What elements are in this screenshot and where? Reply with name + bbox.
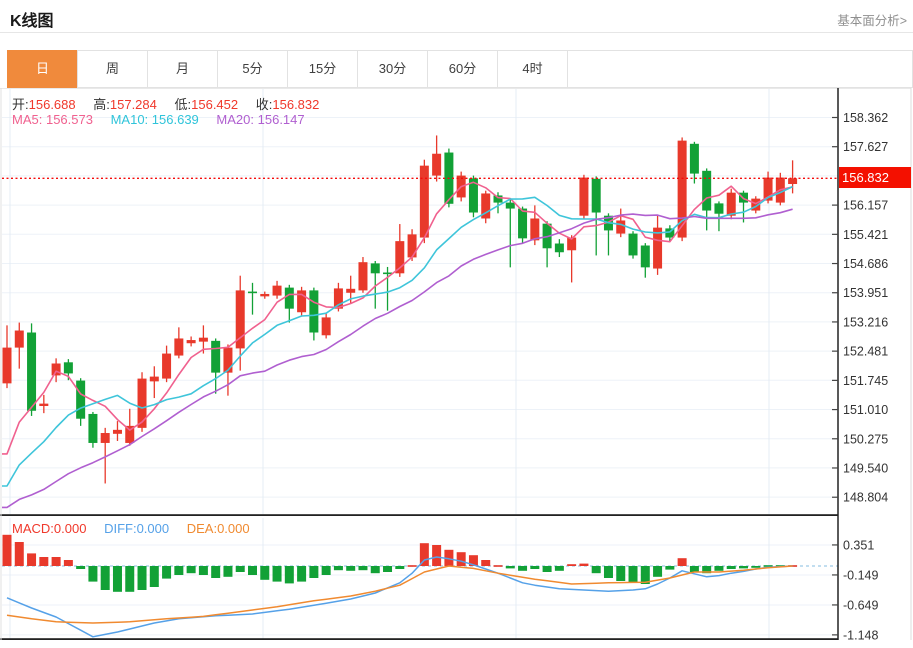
- main-grid-layer: [0, 88, 911, 514]
- svg-text:150.275: 150.275: [843, 432, 888, 446]
- diff-line: [6, 556, 793, 638]
- tab-month[interactable]: 月: [147, 50, 218, 88]
- low-value: 156.452: [191, 97, 239, 112]
- ma10-line: [2, 185, 793, 487]
- fundamental-analysis-link[interactable]: 基本面分析>: [837, 14, 907, 28]
- macd-y-axis: 0.351 -0.149 -0.649 -1.148: [0, 516, 912, 642]
- tab-30min[interactable]: 30分: [357, 50, 428, 88]
- period-tabbar: 日 周 月 5分 15分 30分 60分 4时: [7, 50, 913, 88]
- tab-60min[interactable]: 60分: [427, 50, 498, 88]
- close-value: 156.832: [272, 97, 320, 112]
- macd-histogram: [2, 534, 798, 592]
- diff-value: 0.000: [136, 521, 170, 536]
- svg-text:158.362: 158.362: [843, 111, 888, 125]
- ma20-label: MA20:: [216, 112, 254, 127]
- ohlc-readout: 开:156.688 高:157.284 低:156.452 收:156.832: [12, 94, 319, 113]
- svg-text:0.351: 0.351: [843, 538, 874, 552]
- tab-15min[interactable]: 15分: [287, 50, 358, 88]
- svg-text:157.627: 157.627: [843, 140, 888, 154]
- svg-text:148.804: 148.804: [843, 491, 888, 505]
- open-label: 开:: [12, 97, 29, 112]
- svg-text:-0.649: -0.649: [843, 598, 878, 612]
- tab-5min[interactable]: 5分: [217, 50, 288, 88]
- svg-text:155.421: 155.421: [843, 228, 888, 242]
- tab-day[interactable]: 日: [7, 50, 78, 88]
- svg-text:-0.149: -0.149: [843, 568, 878, 582]
- macd-readout: MACD:0.000 DIFF:0.000 DEA:0.000: [12, 521, 250, 536]
- svg-text:152.481: 152.481: [843, 345, 888, 359]
- dea-value: 0.000: [217, 521, 250, 536]
- svg-text:153.951: 153.951: [843, 286, 888, 300]
- close-label: 收:: [255, 97, 273, 112]
- svg-text:149.540: 149.540: [843, 461, 888, 475]
- ma20-line: [2, 208, 793, 509]
- svg-text:151.745: 151.745: [843, 374, 888, 388]
- macd-chart-canvas[interactable]: 0.351 -0.149 -0.649 -1.148: [0, 516, 913, 648]
- ma5-line: [2, 181, 793, 455]
- macd-label: MACD:: [12, 521, 54, 536]
- ma5-value: 156.573: [45, 112, 93, 127]
- open-value: 156.688: [28, 97, 76, 112]
- svg-text:151.010: 151.010: [843, 403, 888, 417]
- ma-readout: MA5: 156.573 MA10: 156.639 MA20: 156.147: [12, 112, 305, 127]
- candlestick-chart-canvas[interactable]: 158.362 157.627 156.157 155.421 154.686 153.9…: [0, 88, 913, 516]
- dea-line: [6, 565, 793, 624]
- main-y-axis: 158.362 157.627 156.157 155.421 154.686 153.9…: [0, 88, 912, 516]
- low-label: 低:: [174, 97, 192, 112]
- svg-text:154.686: 154.686: [843, 257, 888, 271]
- ma10-value: 156.639: [151, 112, 199, 127]
- last-price-tag: 156.832: [839, 167, 911, 188]
- diff-label: DIFF:: [104, 521, 137, 536]
- title-separator: [0, 32, 913, 33]
- tab-4hour[interactable]: 4时: [497, 50, 568, 88]
- tabbar-filler: [567, 50, 913, 88]
- high-label: 高:: [93, 97, 110, 112]
- high-value: 157.284: [109, 97, 157, 112]
- ma5-label: MA5:: [12, 112, 43, 127]
- macd-value: 0.000: [53, 521, 87, 536]
- dea-label: DEA:: [186, 521, 218, 536]
- ma20-value: 156.147: [257, 112, 305, 127]
- ma10-label: MA10:: [110, 112, 149, 127]
- svg-text:156.157: 156.157: [843, 199, 888, 213]
- svg-text:153.216: 153.216: [843, 315, 888, 329]
- candles-layer: [2, 135, 798, 484]
- tab-week[interactable]: 周: [77, 50, 148, 88]
- svg-text:-1.148: -1.148: [843, 628, 878, 642]
- page-title: K线图: [10, 13, 54, 30]
